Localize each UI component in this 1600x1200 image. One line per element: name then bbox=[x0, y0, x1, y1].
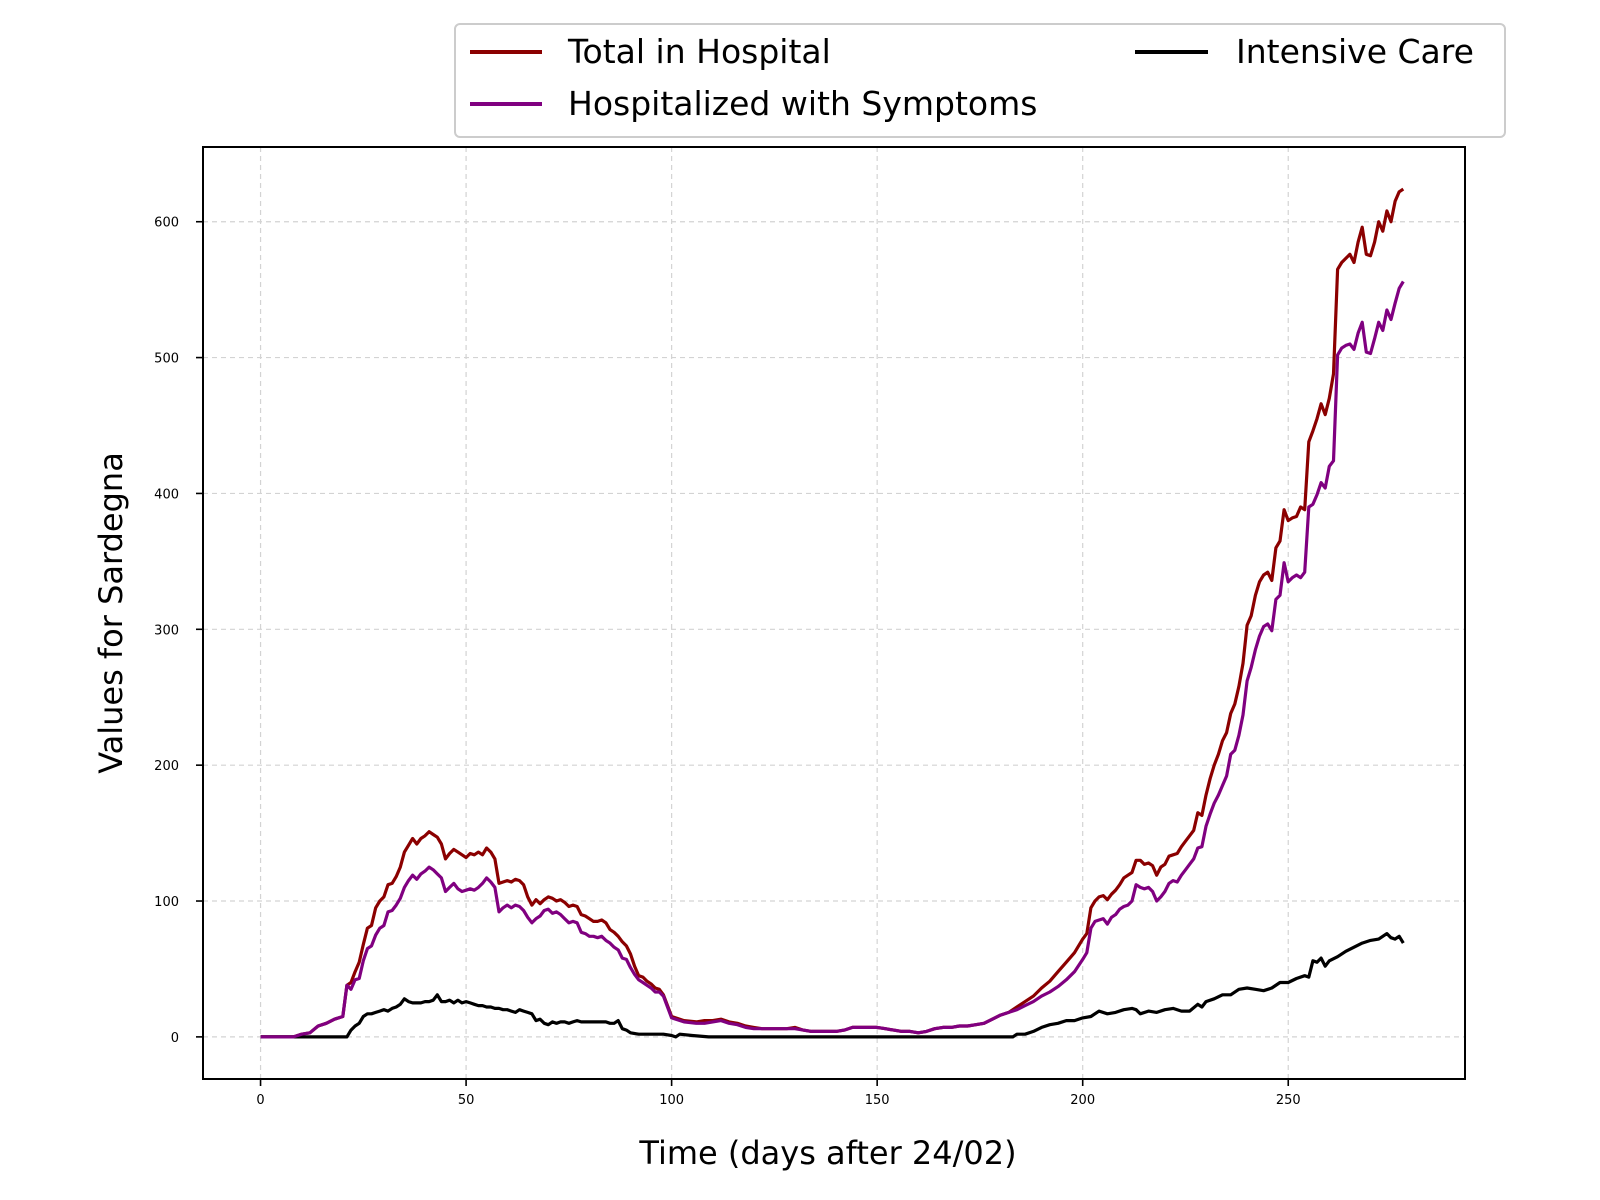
x-tick-label: 100 bbox=[659, 1093, 684, 1108]
y-axis-ticks: 0 100 200 300 400 500 600 bbox=[154, 216, 203, 1046]
series-line-hospitalized-with-symptoms bbox=[260, 280, 1405, 1039]
x-tick-label: 150 bbox=[865, 1093, 890, 1108]
x-axis-label: Time (days after 24/02) bbox=[638, 1134, 1016, 1172]
y-tick-label: 200 bbox=[154, 759, 179, 774]
legend-label-total-in-hospital: Total in Hospital bbox=[567, 32, 831, 71]
series-line-intensive-care bbox=[260, 932, 1405, 1039]
y-axis-label: Values for Sardegna bbox=[92, 452, 130, 774]
x-tick-label: 0 bbox=[256, 1093, 264, 1108]
x-tick-label: 50 bbox=[458, 1093, 475, 1108]
y-tick-label: 0 bbox=[171, 1031, 179, 1046]
plot-frame bbox=[202, 146, 1466, 1080]
legend-label-intensive-care: Intensive Care bbox=[1236, 32, 1474, 71]
y-tick-label: 100 bbox=[154, 895, 179, 910]
y-tick-label: 500 bbox=[154, 352, 179, 367]
x-axis-ticks: 0 50 100 150 200 250 bbox=[256, 1079, 1301, 1108]
x-tick-label: 200 bbox=[1070, 1093, 1095, 1108]
legend-box bbox=[454, 23, 1506, 138]
y-tick-label: 600 bbox=[154, 216, 179, 231]
legend-label-hospitalized-with-symptoms: Hospitalized with Symptoms bbox=[568, 84, 1037, 123]
y-tick-label: 300 bbox=[154, 623, 179, 638]
legend: Total in Hospital Hospitalized with Symp… bbox=[454, 23, 1506, 138]
y-tick-label: 400 bbox=[154, 487, 179, 502]
x-tick-label: 250 bbox=[1276, 1093, 1301, 1108]
series-lines bbox=[260, 187, 1405, 1039]
